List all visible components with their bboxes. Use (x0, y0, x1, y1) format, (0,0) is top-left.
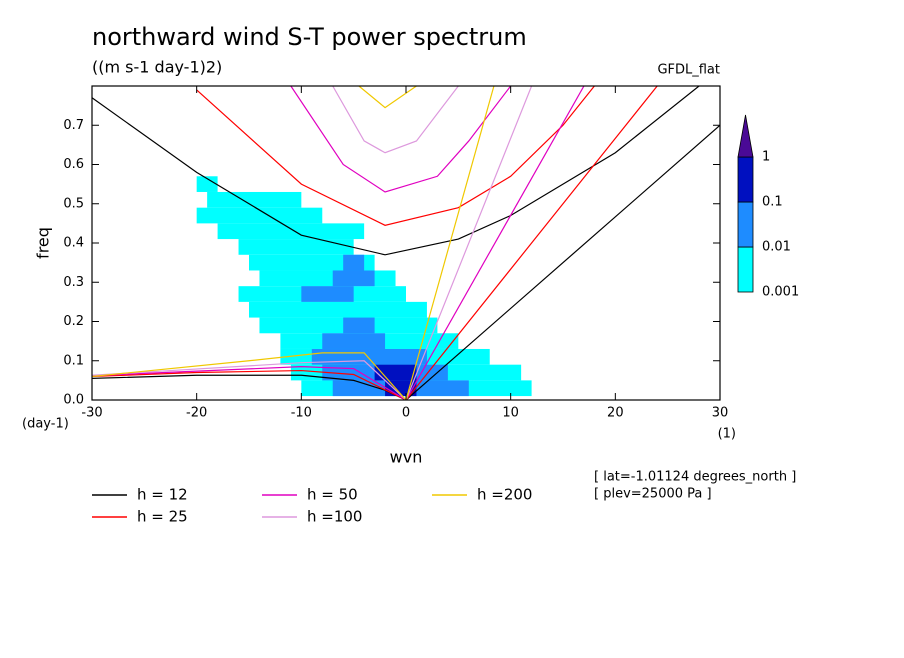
x-tick-label: 20 (607, 406, 624, 421)
legend-label: h = 50 (307, 486, 358, 504)
source-label: GFDL_flat (657, 63, 720, 78)
shade-cell (343, 317, 375, 334)
dispersion-curve (405, 86, 533, 400)
dispersion-curve (405, 124, 720, 400)
shade-cell (259, 270, 396, 287)
shade-cell (207, 191, 302, 208)
shade-cell (249, 301, 427, 318)
dispersion-curve (92, 352, 407, 400)
shade-cell (322, 333, 386, 349)
x-tick-label: -30 (81, 406, 102, 421)
colorbar-box (737, 156, 754, 203)
chart-subtitle: ((m s-1 day-1)2) (92, 58, 222, 77)
note: [ lat=-1.01124 degrees_north ] (594, 470, 796, 485)
y-tick-label: 0.7 (63, 118, 84, 133)
dispersion-curve (290, 86, 512, 193)
x-tick-label: 30 (712, 406, 729, 421)
colorbar-extend (737, 114, 754, 158)
dispersion-curve (92, 360, 407, 400)
colorbar-box (737, 201, 754, 248)
y-unit: (day-1) (22, 417, 69, 432)
dispersion-curve (92, 369, 407, 400)
colorbar-label: 0.001 (762, 285, 799, 300)
legend-label: h = 12 (137, 486, 188, 504)
x-tick-label: -20 (186, 406, 207, 421)
dispersion-curve (405, 86, 658, 400)
x-axis-label: wvn (390, 448, 423, 467)
note: [ plev=25000 Pa ] (594, 487, 712, 502)
y-tick-label: 0.0 (63, 393, 84, 408)
y-axis-label: freq (34, 227, 53, 259)
x-tick-label: 10 (502, 406, 519, 421)
shade-cell (343, 254, 365, 271)
y-tick-label: 0.1 (63, 353, 84, 368)
y-tick-label: 0.3 (63, 275, 84, 290)
y-tick-label: 0.5 (63, 196, 84, 211)
x-tick-label: 0 (402, 406, 410, 421)
shade-cell (217, 223, 365, 240)
dispersion-curve (332, 86, 459, 154)
shade-cell (238, 239, 354, 255)
chart-title: northward wind S-T power spectrum (92, 23, 527, 51)
y-tick-label: 0.6 (63, 157, 84, 172)
dispersion-curve (92, 366, 407, 400)
legend-label: h = 25 (137, 508, 188, 526)
dispersion-curve (196, 86, 595, 226)
x-unit: (1) (718, 427, 736, 442)
shading (196, 176, 532, 397)
dispersion-curve (405, 86, 495, 400)
y-tick-label: 0.2 (63, 314, 84, 329)
colorbar-label: 0.01 (762, 240, 791, 255)
y-tick-label: 0.4 (63, 236, 84, 251)
legend-label: h =200 (477, 486, 532, 504)
shade-cell (301, 286, 354, 302)
dispersion-curve (405, 86, 585, 400)
shade-cell (196, 207, 323, 224)
dispersion-curve (358, 86, 417, 109)
shade-cell (196, 176, 218, 192)
x-tick-label: -10 (291, 406, 312, 421)
dispersion-curve (92, 86, 700, 256)
colorbar-label: 0.1 (762, 195, 783, 210)
curves (92, 86, 720, 400)
axes: -30 -20 -10 0 10 20 30 0.0 0.1 0.2 0.3 0.4 0.5 0.6 0.7 (63, 85, 729, 421)
colorbar-label: 1 (762, 150, 770, 165)
shade-cell (332, 270, 375, 287)
legend-label: h =100 (307, 508, 362, 526)
colorbar-box (737, 246, 754, 293)
